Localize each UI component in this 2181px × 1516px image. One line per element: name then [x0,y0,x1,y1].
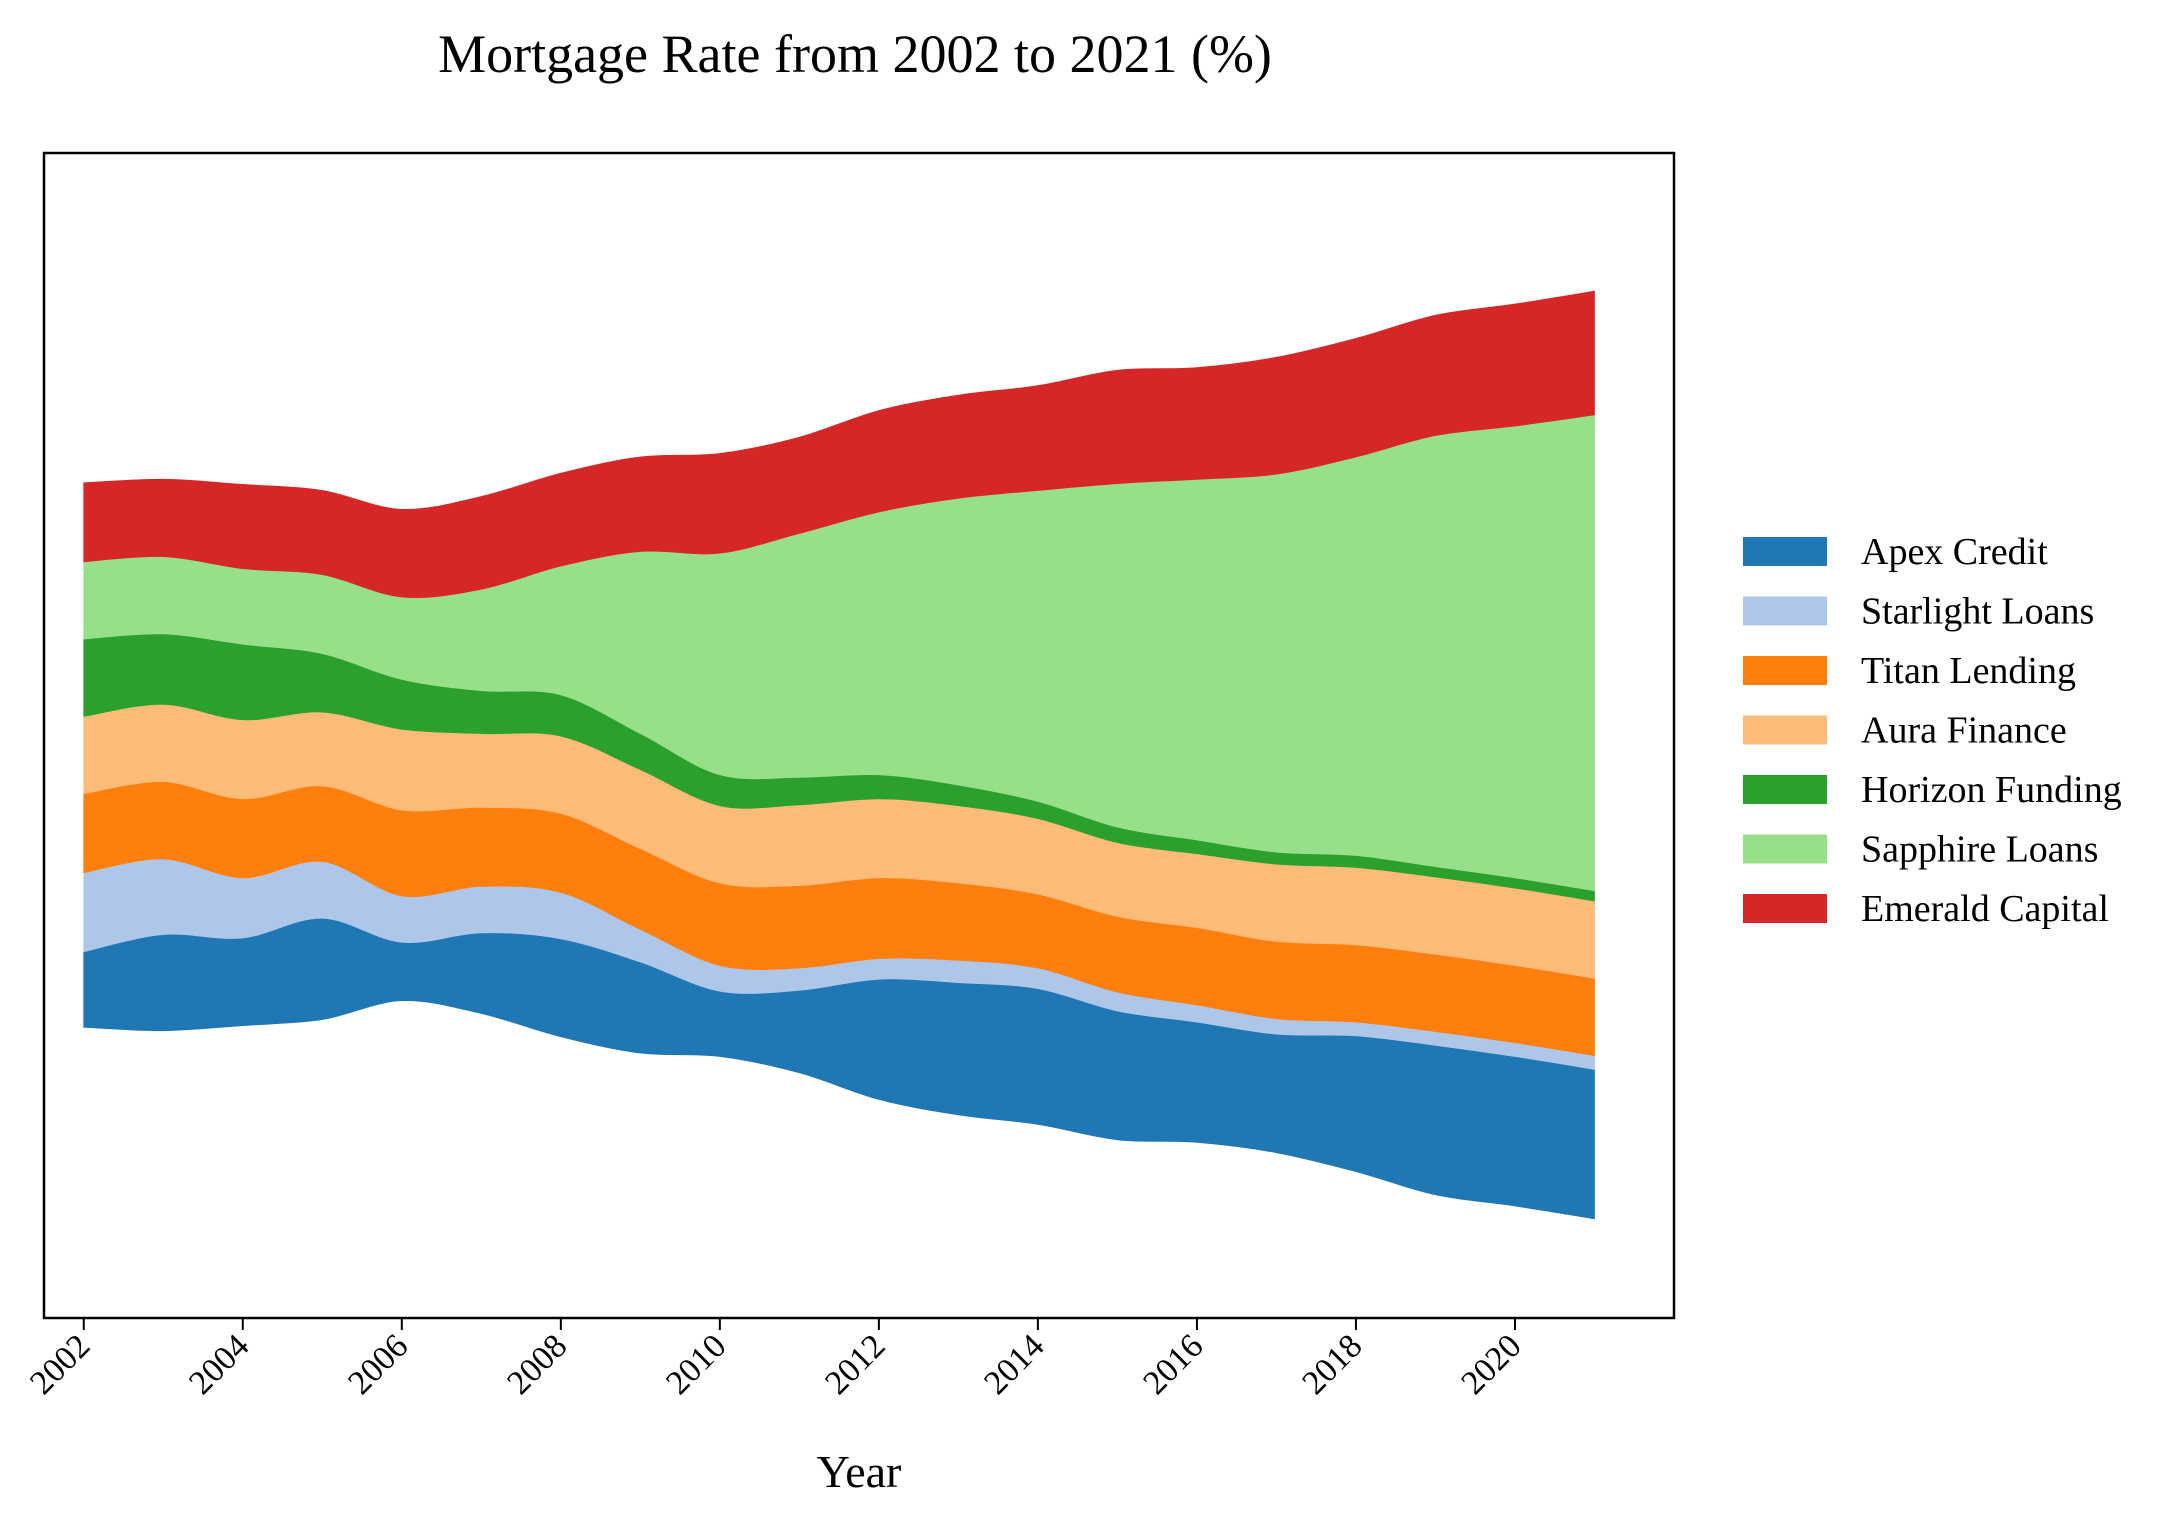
stream-emerald-capital [83,290,1595,598]
x-axis-label: Year [817,1446,902,1497]
x-tick-label: 2006 [341,1327,415,1401]
stream-layers [83,290,1595,1220]
x-tick-label: 2004 [182,1327,256,1401]
plot-frame [42,151,1676,1320]
legend-label: Horizon Funding [1861,769,2122,811]
legend-swatch [1743,537,1827,566]
legend-label: Apex Credit [1861,531,2048,573]
legend: Apex Credit Starlight Loans Titan Lending A… [1743,531,2122,930]
legend-swatch [1743,596,1827,626]
legend-swatch [1743,894,1827,923]
legend-swatch [1743,775,1827,804]
x-tick-label: 2020 [1454,1327,1528,1401]
legend-swatch [1743,656,1827,685]
x-tick-label: 2010 [659,1327,733,1401]
legend-label: Titan Lending [1861,650,2076,692]
legend-label: Starlight Loans [1861,591,2094,633]
legend-label: Aura Finance [1861,710,2067,752]
x-tick-label: 2002 [23,1327,97,1401]
legend-swatch [1743,834,1827,864]
legend-label: Sapphire Loans [1861,829,2098,871]
legend-swatch [1743,715,1827,745]
chart-title: Mortgage Rate from 2002 to 2021 (%) [438,24,1272,84]
x-axis-ticks: 2002 2004 2006 2008 2010 2012 2014 2016 2018 2020 [23,1318,1529,1402]
x-tick-label: 2016 [1136,1327,1210,1401]
x-tick-label: 2012 [818,1327,892,1401]
legend-label: Emerald Capital [1861,888,2109,930]
x-tick-label: 2014 [977,1327,1051,1401]
x-tick-label: 2018 [1295,1327,1369,1401]
x-tick-label: 2008 [500,1327,574,1401]
